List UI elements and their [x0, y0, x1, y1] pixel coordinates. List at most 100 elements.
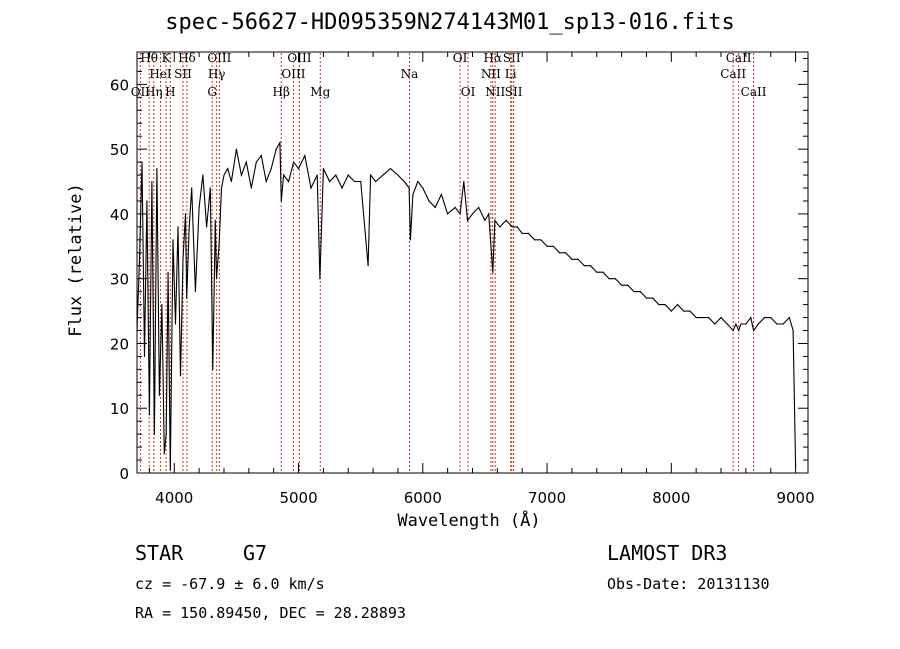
data-point [440, 193, 443, 196]
data-point [505, 219, 507, 221]
data-point [304, 155, 306, 157]
data-point [521, 232, 523, 234]
data-point [151, 180, 153, 183]
data-point [577, 258, 579, 260]
data-point [408, 187, 410, 189]
data-point [459, 213, 461, 215]
data-point [633, 291, 635, 293]
data-point [158, 394, 160, 396]
line-mark-label: Hα [483, 51, 502, 65]
data-point [215, 278, 218, 280]
data-point [583, 265, 585, 267]
data-point [409, 239, 411, 241]
y-tick-label: 10 [110, 400, 129, 418]
data-point [265, 180, 267, 183]
data-point [165, 433, 167, 435]
data-point [417, 180, 419, 183]
line-mark-label: CaII [741, 85, 767, 99]
data-point [454, 206, 456, 209]
data-point [382, 174, 384, 176]
data-point [714, 323, 716, 325]
line-mark-label: Hη [145, 85, 163, 99]
data-point [310, 187, 312, 189]
data-point [194, 291, 197, 293]
data-point [484, 219, 486, 221]
object-class: STAR [135, 541, 184, 565]
line-mark-label: SII [503, 51, 521, 65]
x-tick-label: 4000 [155, 489, 193, 507]
data-point [589, 265, 592, 267]
object-subclass: G7 [243, 541, 268, 565]
line-mark-label: Hβ [273, 85, 290, 99]
data-point [463, 180, 465, 183]
data-point [552, 245, 554, 247]
data-point [335, 174, 337, 176]
line-mark-label: K [162, 51, 172, 65]
data-point [250, 187, 252, 189]
data-point [397, 174, 399, 176]
data-point [347, 174, 349, 176]
data-point [757, 323, 759, 325]
data-point [466, 219, 469, 221]
line-mark-label: G [207, 85, 217, 99]
data-point [511, 226, 513, 228]
data-point [527, 232, 530, 234]
y-tick-label: 30 [110, 271, 129, 289]
data-point [546, 245, 548, 247]
data-point [434, 206, 436, 209]
data-point [322, 167, 324, 170]
data-point [701, 316, 703, 319]
observation-date: Obs-Date: 20131130 [607, 575, 770, 593]
data-point [179, 375, 182, 377]
data-point [230, 180, 233, 183]
data-point [209, 187, 211, 189]
data-point [270, 167, 272, 170]
y-tick-label: 60 [110, 76, 129, 94]
data-point [676, 304, 679, 306]
spectrum-line [136, 140, 797, 470]
x-tick-label: 5000 [279, 489, 317, 507]
data-point [138, 258, 141, 260]
line-mark-label: Mg [310, 85, 330, 99]
data-point [745, 323, 747, 325]
data-point [220, 187, 223, 189]
data-point [227, 167, 229, 170]
line-mark-label: NII [481, 67, 501, 81]
data-point [639, 291, 641, 293]
data-point [565, 252, 567, 254]
line-mark-label: NII [485, 85, 505, 99]
data-point [788, 316, 790, 319]
data-point [726, 323, 728, 325]
y-tick-label: 0 [119, 465, 129, 483]
data-point [283, 174, 285, 176]
data-point [287, 180, 290, 183]
data-point [492, 271, 494, 273]
data-point [172, 239, 174, 241]
line-mark-label: OI [461, 85, 476, 99]
data-point [143, 355, 146, 358]
axes: 4000 5000 6000 7000 8000 9000 0 10 20 30 40 50 60 [110, 51, 815, 507]
line-mark-label: Li [505, 67, 517, 81]
line-mark-label: Hγ [208, 67, 226, 81]
data-point [174, 323, 177, 325]
data-point [428, 200, 430, 202]
x-tick-label: 6000 [404, 489, 442, 507]
line-mark-label: OIII [207, 51, 231, 65]
data-point [596, 271, 598, 273]
x-tick-label: 7000 [528, 489, 566, 507]
data-point [146, 200, 148, 202]
y-tick-label: 40 [110, 206, 129, 224]
data-point [177, 226, 179, 228]
data-point [275, 148, 277, 150]
data-point [353, 180, 356, 183]
data-point [184, 213, 187, 215]
data-point [374, 180, 377, 183]
data-point [738, 329, 740, 332]
data-point [571, 258, 573, 260]
data-point [422, 187, 424, 189]
line-mark-label: OII [131, 85, 151, 99]
data-point [488, 213, 490, 215]
data-point [763, 316, 766, 319]
data-point [167, 271, 169, 273]
